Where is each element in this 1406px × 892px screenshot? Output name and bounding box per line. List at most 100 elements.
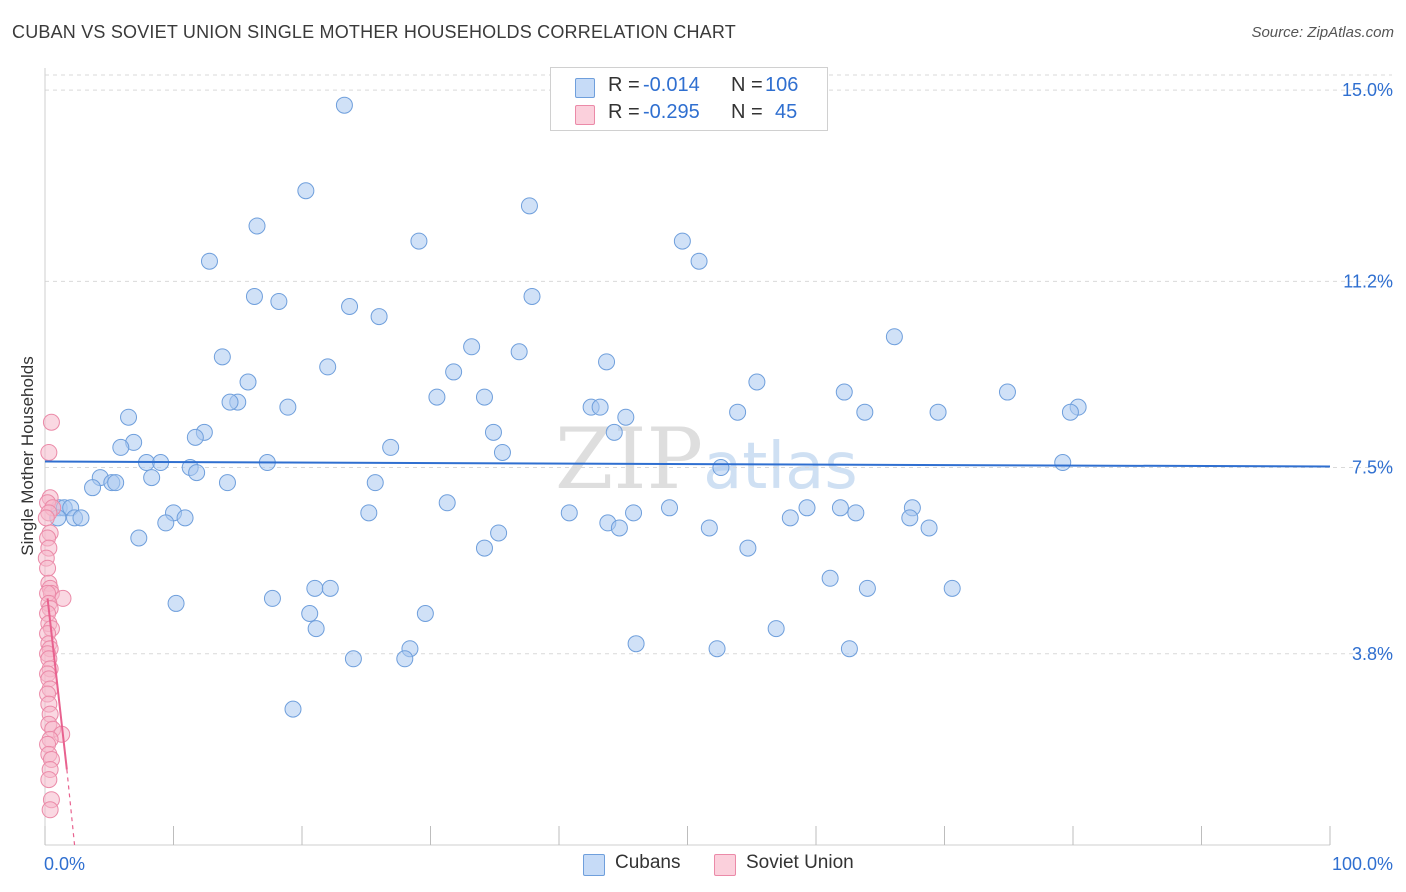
cubans-point: [186, 428, 204, 446]
cubans-trend-line: [44, 460, 1331, 468]
legend-n-label: N =: [731, 101, 763, 123]
cubans-point: [279, 398, 297, 416]
y-tick-label: 3.8%: [1352, 644, 1393, 664]
cubans-point: [130, 529, 148, 547]
cubans-point: [112, 438, 130, 456]
cubans-point: [218, 474, 236, 492]
cubans-point: [475, 388, 493, 406]
cubans-point: [847, 504, 865, 522]
cubans-point: [167, 594, 185, 612]
cubans-point: [690, 252, 708, 270]
legend-r-label: R =: [608, 101, 640, 123]
cubans-point: [748, 373, 766, 391]
cubans-point: [297, 182, 315, 200]
cubans-point: [188, 464, 206, 482]
soviet-union-point: [39, 559, 57, 577]
cubans-point: [307, 620, 325, 638]
cubans-point: [263, 589, 281, 607]
cubans-point: [856, 403, 874, 421]
cubans-point: [438, 494, 456, 512]
cubans-point: [335, 96, 353, 114]
cubans-point: [821, 569, 839, 587]
legend-swatch-cubans: [575, 78, 595, 98]
cubans-point: [625, 504, 643, 522]
bottom-legend-label-cubans: Cubans: [615, 852, 681, 873]
cubans-point: [520, 197, 538, 215]
cubans-point: [739, 539, 757, 557]
cubans-point: [84, 479, 102, 497]
legend-r-value: -0.295: [643, 101, 700, 123]
cubans-point: [798, 499, 816, 517]
soviet-union-point: [40, 443, 58, 461]
soviet-union-point: [54, 589, 72, 607]
cubans-point: [858, 579, 876, 597]
cubans-point: [1061, 403, 1079, 421]
cubans-point: [510, 343, 528, 361]
cubans-point: [221, 393, 239, 411]
cubans-point: [344, 650, 362, 668]
cubans-point: [301, 604, 319, 622]
cubans-point: [157, 514, 175, 532]
cubans-point: [943, 579, 961, 597]
cubans-point: [366, 474, 384, 492]
soviet-union-point: [37, 509, 55, 527]
cubans-point: [998, 383, 1016, 401]
cubans-point: [248, 217, 266, 235]
cubans-point: [920, 519, 938, 537]
cubans-point: [767, 620, 785, 638]
cubans-point: [370, 308, 388, 326]
cubans-point: [360, 504, 378, 522]
legend-r-value: -0.014: [643, 74, 700, 96]
cubans-point: [712, 459, 730, 477]
bottom-legend-label-soviet-union: Soviet Union: [746, 852, 854, 873]
cubans-point: [560, 504, 578, 522]
cubans-point: [493, 443, 511, 461]
cubans-point: [627, 635, 645, 653]
legend-r-label: R =: [608, 74, 640, 96]
cubans-point: [120, 408, 138, 426]
x-tick-label: 100.0%: [1332, 854, 1393, 874]
cubans-point: [700, 519, 718, 537]
cubans-point: [319, 358, 337, 376]
cubans-point: [341, 298, 359, 316]
cubans-point: [835, 383, 853, 401]
cubans-point: [428, 388, 446, 406]
soviet-union-point: [42, 413, 60, 431]
legend-n-value: 106: [765, 74, 799, 96]
cubans-point: [475, 539, 493, 557]
legend-n-label: N =: [731, 74, 763, 96]
cubans-point: [1054, 454, 1072, 472]
bottom-legend-swatch-soviet-union: [714, 854, 736, 876]
cubans-point: [781, 509, 799, 527]
cubans-point: [200, 252, 218, 270]
cubans-point: [107, 474, 125, 492]
chart-title: CUBAN VS SOVIET UNION SINGLE MOTHER HOUS…: [12, 22, 736, 42]
cubans-point: [416, 604, 434, 622]
cubans-point: [284, 700, 302, 718]
cubans-point: [445, 363, 463, 381]
cubans-point: [610, 519, 628, 537]
y-tick-label: 15.0%: [1342, 80, 1393, 100]
cubans-point: [840, 640, 858, 658]
cubans-point: [708, 640, 726, 658]
cubans-point: [245, 287, 263, 305]
soviet-union-point: [40, 771, 58, 789]
soviet-union-trend-extension: [66, 769, 76, 846]
cubans-point: [831, 499, 849, 517]
cubans-point: [484, 423, 502, 441]
cubans-point: [176, 509, 194, 527]
cubans-point: [410, 232, 428, 250]
soviet-union-point: [41, 801, 59, 819]
cubans-point: [523, 287, 541, 305]
y-tick-label: 11.2%: [1343, 271, 1393, 291]
cubans-point: [143, 469, 161, 487]
cubans-point: [463, 338, 481, 356]
cubans-point: [72, 509, 90, 527]
cubans-point: [929, 403, 947, 421]
cubans-point: [598, 353, 616, 371]
cubans-point: [605, 423, 623, 441]
cubans-point: [673, 232, 691, 250]
x-tick-label: 0.0%: [44, 854, 85, 874]
legend-n-value: 45: [775, 101, 798, 123]
